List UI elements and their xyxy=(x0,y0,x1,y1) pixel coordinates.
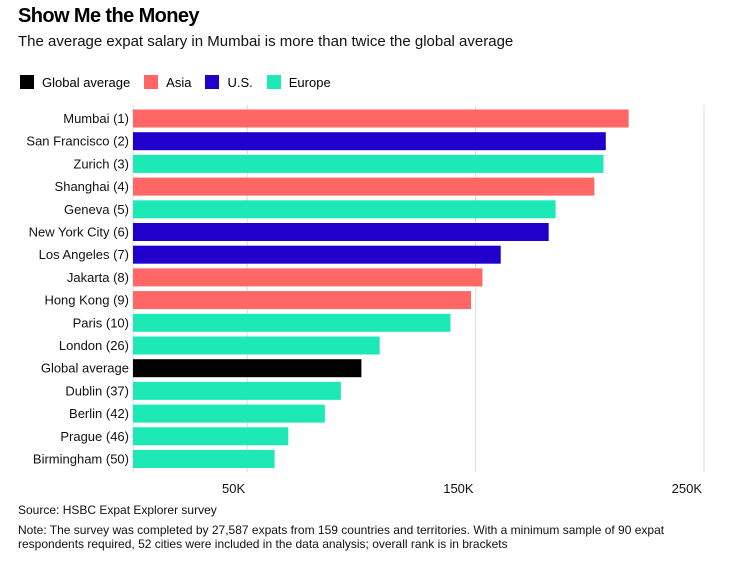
category-label-shanghai-4: Shanghai (4) xyxy=(55,179,129,194)
legend-label-global-average: Global average xyxy=(42,74,131,90)
category-label-berlin-42: Berlin (42) xyxy=(69,406,129,421)
legend-swatch-europe xyxy=(266,75,281,89)
bar-prague-46 xyxy=(133,427,289,446)
bar-jakarta-8 xyxy=(133,268,483,287)
legend-swatch-asia xyxy=(144,75,159,89)
category-label-mumbai-1: Mumbai (1) xyxy=(63,111,129,126)
bar-dublin-37 xyxy=(133,381,341,400)
footnote: Note: The survey was completed by 27,587… xyxy=(18,523,665,551)
chart-legend: Global average Asia U.S. Europe xyxy=(20,73,345,91)
legend-swatch-global-average xyxy=(20,75,34,89)
bar-chart: Mumbai (1) San Francisco (2) Zurich (3) Sha… xyxy=(26,105,705,496)
bar-hong-kong-9 xyxy=(133,291,472,310)
bar-paris-10 xyxy=(133,313,451,332)
category-label-new-york-city-6: New York City (6) xyxy=(29,225,129,240)
x-tick-label-250k: 250K xyxy=(672,481,703,496)
bar-zurich-3 xyxy=(133,154,604,173)
bar-san-francisco-2 xyxy=(133,132,606,151)
category-label-san-francisco-2: San Francisco (2) xyxy=(26,134,129,149)
chart-subtitle: The average expat salary in Mumbai is mo… xyxy=(18,33,514,50)
legend-label-europe: Europe xyxy=(288,74,331,90)
bar-london-26 xyxy=(133,336,380,355)
category-label-global-average: Global average xyxy=(41,361,129,376)
legend-item-global-average: Global average xyxy=(20,75,130,90)
category-label-birmingham-50: Birmingham (50) xyxy=(33,452,129,467)
x-tick-label-150k: 150K xyxy=(443,481,474,496)
category-label-paris-10: Paris (10) xyxy=(73,315,129,330)
source-note: Source: HSBC Expat Explorer survey xyxy=(18,503,217,517)
legend-item-europe: Europe xyxy=(266,74,331,90)
bar-global-average xyxy=(133,359,362,378)
category-label-los-angeles-7: Los Angeles (7) xyxy=(39,247,129,262)
category-label-hong-kong-9: Hong Kong (9) xyxy=(44,293,129,308)
bar-birmingham-50 xyxy=(133,450,275,468)
bar-shanghai-4 xyxy=(133,177,595,196)
category-label-zurich-3: Zurich (3) xyxy=(73,156,129,171)
legend-item-asia: Asia xyxy=(144,75,191,90)
category-label-dublin-37: Dublin (37) xyxy=(65,383,129,398)
bar-new-york-city-6 xyxy=(133,223,549,241)
legend-label-asia: Asia xyxy=(166,74,192,90)
legend-label-us: U.S. xyxy=(227,74,253,90)
bar-mumbai-1 xyxy=(133,109,629,128)
category-label-london-26: London (26) xyxy=(59,338,129,353)
x-tick-label-50k: 50K xyxy=(222,481,245,496)
chart-title: Show Me the Money xyxy=(18,5,200,27)
bar-geneva-5 xyxy=(133,200,556,219)
category-label-prague-46: Prague (46) xyxy=(60,429,129,444)
bar-berlin-42 xyxy=(133,404,325,423)
bar-los-angeles-7 xyxy=(133,245,501,264)
legend-swatch-us xyxy=(205,75,220,89)
category-label-jakarta-8: Jakarta (8) xyxy=(67,270,129,285)
category-label-geneva-5: Geneva (5) xyxy=(64,202,129,217)
legend-item-us: U.S. xyxy=(205,74,253,90)
